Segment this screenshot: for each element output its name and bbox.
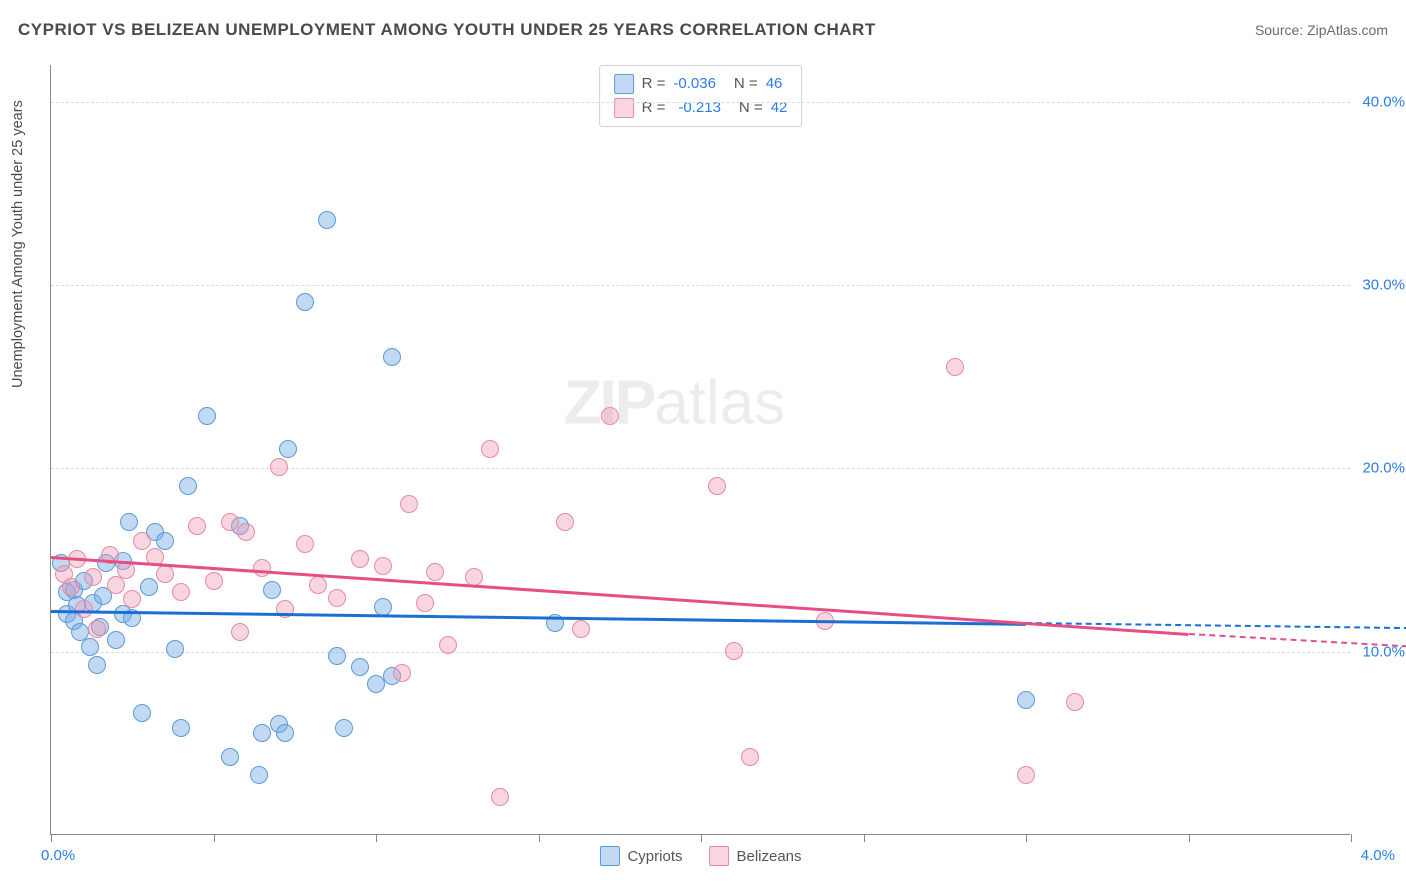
data-point: [221, 748, 239, 766]
data-point: [205, 572, 223, 590]
data-point: [491, 788, 509, 806]
data-point: [172, 719, 190, 737]
data-point: [253, 724, 271, 742]
data-point: [276, 724, 294, 742]
chart-header: CYPRIOT VS BELIZEAN UNEMPLOYMENT AMONG Y…: [18, 20, 1388, 40]
legend-item-belizeans: Belizeans: [708, 846, 801, 866]
data-point: [328, 647, 346, 665]
data-point: [367, 675, 385, 693]
data-point: [133, 532, 151, 550]
x-tick: [376, 834, 377, 842]
data-point: [351, 550, 369, 568]
data-point: [1066, 693, 1084, 711]
x-axis-min-label: 0.0%: [41, 847, 75, 864]
data-point: [309, 576, 327, 594]
data-point: [416, 594, 434, 612]
data-point: [123, 590, 141, 608]
data-point: [279, 440, 297, 458]
data-point: [572, 620, 590, 638]
gridline: [51, 285, 1350, 286]
data-point: [81, 638, 99, 656]
y-tick-label: 20.0%: [1362, 460, 1405, 477]
legend-item-cypriots: Cypriots: [599, 846, 682, 866]
data-point: [270, 458, 288, 476]
stats-row-cypriots: R = -0.036 N = 46: [614, 72, 788, 96]
data-point: [88, 620, 106, 638]
x-tick: [701, 834, 702, 842]
x-tick: [1189, 834, 1190, 842]
data-point: [1017, 691, 1035, 709]
gridline: [51, 102, 1350, 103]
x-tick: [1026, 834, 1027, 842]
data-point: [62, 578, 80, 596]
data-point: [383, 348, 401, 366]
gridline: [51, 468, 1350, 469]
data-point: [250, 766, 268, 784]
x-tick: [214, 834, 215, 842]
data-point: [263, 581, 281, 599]
data-point: [946, 358, 964, 376]
x-tick: [539, 834, 540, 842]
y-tick-label: 40.0%: [1362, 93, 1405, 110]
data-point: [133, 704, 151, 722]
gridline: [51, 652, 1350, 653]
data-point: [120, 513, 138, 531]
data-point: [188, 517, 206, 535]
data-point: [231, 623, 249, 641]
x-tick: [51, 834, 52, 842]
data-point: [75, 600, 93, 618]
stats-row-belizeans: R = -0.213 N = 42: [614, 96, 788, 120]
x-tick: [864, 834, 865, 842]
data-point: [351, 658, 369, 676]
data-point: [374, 557, 392, 575]
data-point: [237, 523, 255, 541]
data-point: [374, 598, 392, 616]
y-axis-title: Unemployment Among Youth under 25 years: [10, 100, 26, 388]
data-point: [253, 559, 271, 577]
legend-bottom: Cypriots Belizeans: [599, 846, 801, 866]
data-point: [88, 656, 106, 674]
data-point: [140, 578, 158, 596]
data-point: [556, 513, 574, 531]
data-point: [708, 477, 726, 495]
data-point: [1017, 766, 1035, 784]
plot-area: ZIPatlas R = -0.036 N = 46 R = -0.213 N …: [50, 65, 1350, 835]
data-point: [481, 440, 499, 458]
y-tick-label: 30.0%: [1362, 277, 1405, 294]
x-tick: [1351, 834, 1352, 842]
data-point: [741, 748, 759, 766]
data-point: [84, 568, 102, 586]
legend-swatch-belizeans: [708, 846, 728, 866]
data-point: [725, 642, 743, 660]
data-point: [393, 664, 411, 682]
data-point: [335, 719, 353, 737]
data-point: [166, 640, 184, 658]
data-point: [400, 495, 418, 513]
data-point: [107, 631, 125, 649]
data-point: [198, 407, 216, 425]
stats-legend-box: R = -0.036 N = 46 R = -0.213 N = 42: [599, 65, 803, 127]
watermark: ZIPatlas: [564, 368, 785, 439]
legend-swatch-cypriots: [599, 846, 619, 866]
data-point: [601, 407, 619, 425]
data-point: [439, 636, 457, 654]
data-point: [172, 583, 190, 601]
x-axis-max-label: 4.0%: [1361, 847, 1395, 864]
trend-line: [51, 556, 1189, 635]
data-point: [179, 477, 197, 495]
data-point: [328, 589, 346, 607]
data-point: [318, 211, 336, 229]
data-point: [221, 513, 239, 531]
source-label: Source: ZipAtlas.com: [1255, 22, 1388, 38]
chart-title: CYPRIOT VS BELIZEAN UNEMPLOYMENT AMONG Y…: [18, 20, 876, 40]
data-point: [156, 532, 174, 550]
swatch-cypriots: [614, 74, 634, 94]
data-point: [296, 535, 314, 553]
data-point: [426, 563, 444, 581]
data-point: [296, 293, 314, 311]
data-point: [156, 565, 174, 583]
